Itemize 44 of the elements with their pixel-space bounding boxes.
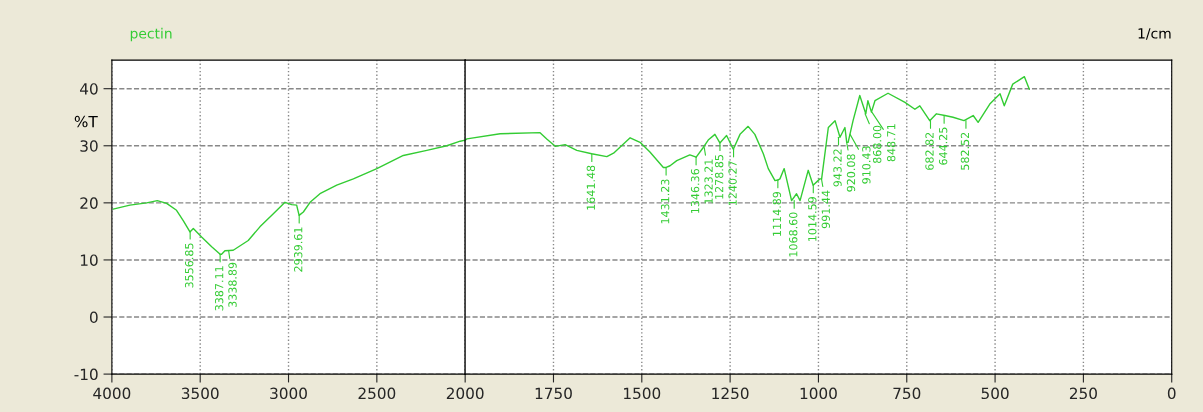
y-tick-label: 10 bbox=[80, 254, 98, 266]
y-tick-label: 0 bbox=[89, 311, 98, 324]
annotation: 1014.59 bbox=[808, 197, 817, 241]
x-tick-label: 250 bbox=[1069, 387, 1097, 400]
x-tick-label: 1750 bbox=[535, 387, 572, 400]
y-tick-label: -10 bbox=[74, 368, 98, 381]
x-tick-label: 1500 bbox=[624, 387, 661, 400]
y-tick-label: 40 bbox=[79, 83, 98, 95]
x-tick-label: 0 bbox=[1167, 387, 1176, 400]
annotation: 910.43 bbox=[862, 146, 871, 184]
x-tick-label: 4000 bbox=[93, 387, 131, 400]
annotation: 1278.85 bbox=[714, 155, 724, 199]
annotation: 682.82 bbox=[925, 132, 934, 170]
annotation: 3338.89 bbox=[228, 262, 237, 308]
x-tick-label: 3500 bbox=[181, 387, 219, 400]
annotation: 1240.27 bbox=[728, 161, 737, 206]
y-tick-label: 20 bbox=[80, 197, 98, 209]
annotation: 1346.36 bbox=[690, 169, 700, 214]
annotation: 1431.23 bbox=[660, 179, 670, 224]
annotation: 943.22 bbox=[833, 149, 842, 187]
x-tick-label: 1000 bbox=[800, 387, 837, 400]
x-tick-label: 500 bbox=[981, 387, 1009, 400]
annotation: 2939.61 bbox=[294, 227, 303, 272]
x-tick-label: 1250 bbox=[712, 387, 749, 400]
annotation: 1323.21 bbox=[704, 159, 713, 204]
annotation: 1068.60 bbox=[789, 212, 798, 257]
x-axis-title: 1/cm bbox=[1138, 28, 1171, 40]
annotation: 991.44 bbox=[821, 190, 830, 229]
annotation: 582.52 bbox=[960, 132, 970, 170]
annotation: 3387.11 bbox=[214, 266, 224, 311]
x-tick-label: 3000 bbox=[270, 387, 307, 400]
annotation: 868.00 bbox=[872, 125, 882, 164]
y-tick-label: 30 bbox=[80, 140, 98, 152]
y-axis-title: %T bbox=[74, 115, 98, 128]
x-tick-label: 750 bbox=[893, 387, 921, 400]
annotation: 644.25 bbox=[938, 127, 948, 165]
annotation: 1114.89 bbox=[772, 191, 782, 236]
annotation: 3556.85 bbox=[184, 243, 194, 288]
x-tick-label: 2000 bbox=[446, 387, 484, 400]
annotation: 1641.48 bbox=[586, 165, 596, 210]
chart-title: pectin bbox=[130, 27, 172, 42]
annotation: 848.71 bbox=[887, 124, 896, 162]
x-tick-label: 2500 bbox=[358, 387, 396, 400]
annotation: 920.08 bbox=[846, 154, 856, 192]
